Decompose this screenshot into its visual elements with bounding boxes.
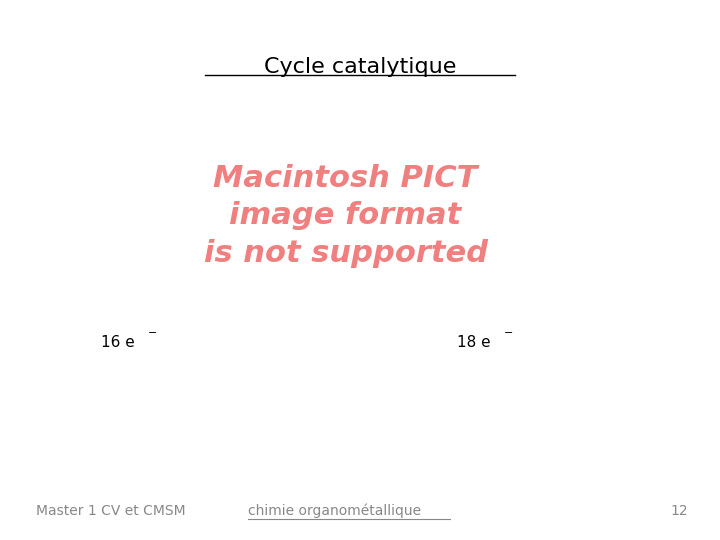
Text: Cycle catalytique: Cycle catalytique [264, 57, 456, 77]
Text: −: − [504, 328, 513, 338]
Text: chimie organométallique: chimie organométallique [248, 504, 421, 518]
Text: Macintosh PICT
image format
is not supported: Macintosh PICT image format is not suppo… [204, 165, 487, 267]
Text: −: − [148, 328, 157, 338]
Text: 18 e: 18 e [457, 335, 491, 350]
Text: Master 1 CV et CMSM: Master 1 CV et CMSM [36, 504, 186, 518]
Text: 12: 12 [670, 504, 688, 518]
Text: 16 e: 16 e [101, 335, 135, 350]
